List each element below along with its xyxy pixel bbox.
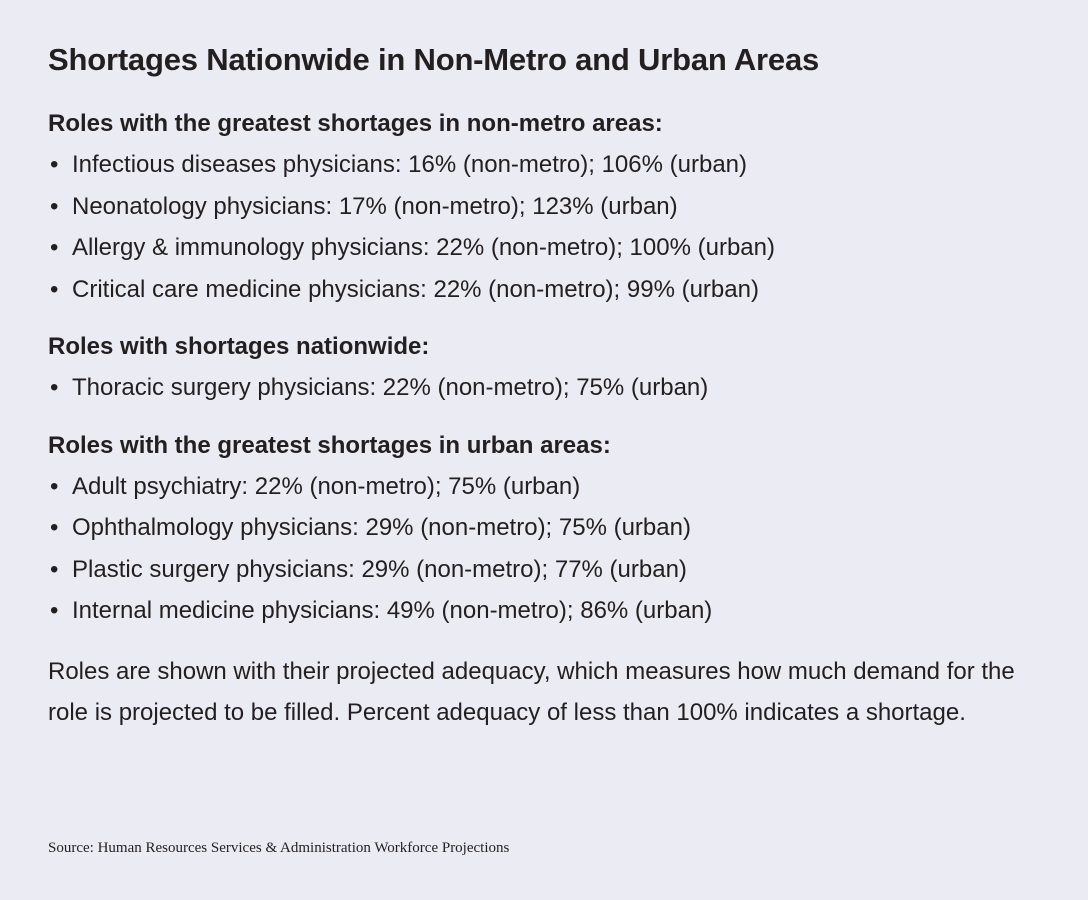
section-urban-shortages: Roles with the greatest shortages in urb… bbox=[48, 428, 1048, 632]
list-item-text: Critical care medicine physicians: 22% (… bbox=[72, 275, 759, 303]
role-list: • Thoracic surgery physicians: 22% (non-m… bbox=[48, 367, 1048, 409]
list-item: • Thoracic surgery physicians: 22% (non-m… bbox=[48, 367, 1048, 409]
bullet-icon: • bbox=[50, 275, 59, 303]
section-non-metro-shortages: Roles with the greatest shortages in non… bbox=[48, 106, 1048, 310]
role-list: • Adult psychiatry: 22% (non-metro); 75% … bbox=[48, 466, 1048, 632]
bullet-icon: • bbox=[50, 192, 59, 220]
list-item: • Neonatology physicians: 17% (non-metro)… bbox=[48, 186, 1048, 228]
list-item-text: Neonatology physicians: 17% (non-metro);… bbox=[72, 192, 678, 220]
page-title: Shortages Nationwide in Non-Metro and Ur… bbox=[48, 42, 820, 77]
list-item-text: Plastic surgery physicians: 29% (non-met… bbox=[72, 555, 687, 583]
list-item: • Adult psychiatry: 22% (non-metro); 75% … bbox=[48, 466, 1048, 508]
section-heading: Roles with shortages nationwide: bbox=[48, 333, 430, 360]
bullet-icon: • bbox=[50, 597, 59, 624]
source-citation: Source: Human Resources Services & Admin… bbox=[48, 840, 510, 856]
adequacy-note: Roles are shown with their projected ade… bbox=[48, 657, 1015, 727]
bullet-icon: • bbox=[50, 151, 59, 178]
list-item-text: Allergy & immunology physicians: 22% (no… bbox=[72, 234, 775, 261]
list-item-text: Ophthalmology physicians: 29% (non-metro… bbox=[72, 514, 691, 541]
list-item: • Infectious diseases physicians: 16% (no… bbox=[48, 144, 1048, 186]
list-item: • Critical care medicine physicians: 22% … bbox=[48, 269, 1048, 311]
list-item: • Allergy & immunology physicians: 22% (n… bbox=[48, 227, 1048, 269]
bullet-icon: • bbox=[50, 374, 59, 401]
list-item: • Plastic surgery physicians: 29% (non-me… bbox=[48, 549, 1048, 591]
list-item-text: Infectious diseases physicians: 16% (non… bbox=[72, 151, 747, 178]
bullet-icon: • bbox=[50, 555, 59, 583]
list-item-text: Adult psychiatry: 22% (non-metro); 75% (… bbox=[72, 472, 581, 500]
list-item: • Internal medicine physicians: 49% (non-… bbox=[48, 590, 1048, 632]
section-heading: Roles with the greatest shortages in urb… bbox=[48, 431, 611, 459]
section-nationwide-shortages: Roles with shortages nationwide: • Thorac… bbox=[48, 329, 1048, 409]
list-item-text: Thoracic surgery physicians: 22% (non-me… bbox=[72, 374, 709, 401]
section-heading: Roles with the greatest shortages in non… bbox=[48, 110, 663, 137]
list-item: • Ophthalmology physicians: 29% (non-metr… bbox=[48, 507, 1048, 549]
bullet-icon: • bbox=[50, 234, 59, 261]
bullet-icon: • bbox=[50, 472, 59, 500]
bullet-icon: • bbox=[50, 514, 59, 541]
role-list: • Infectious diseases physicians: 16% (no… bbox=[48, 144, 1048, 310]
list-item-text: Internal medicine physicians: 49% (non-m… bbox=[72, 597, 713, 624]
